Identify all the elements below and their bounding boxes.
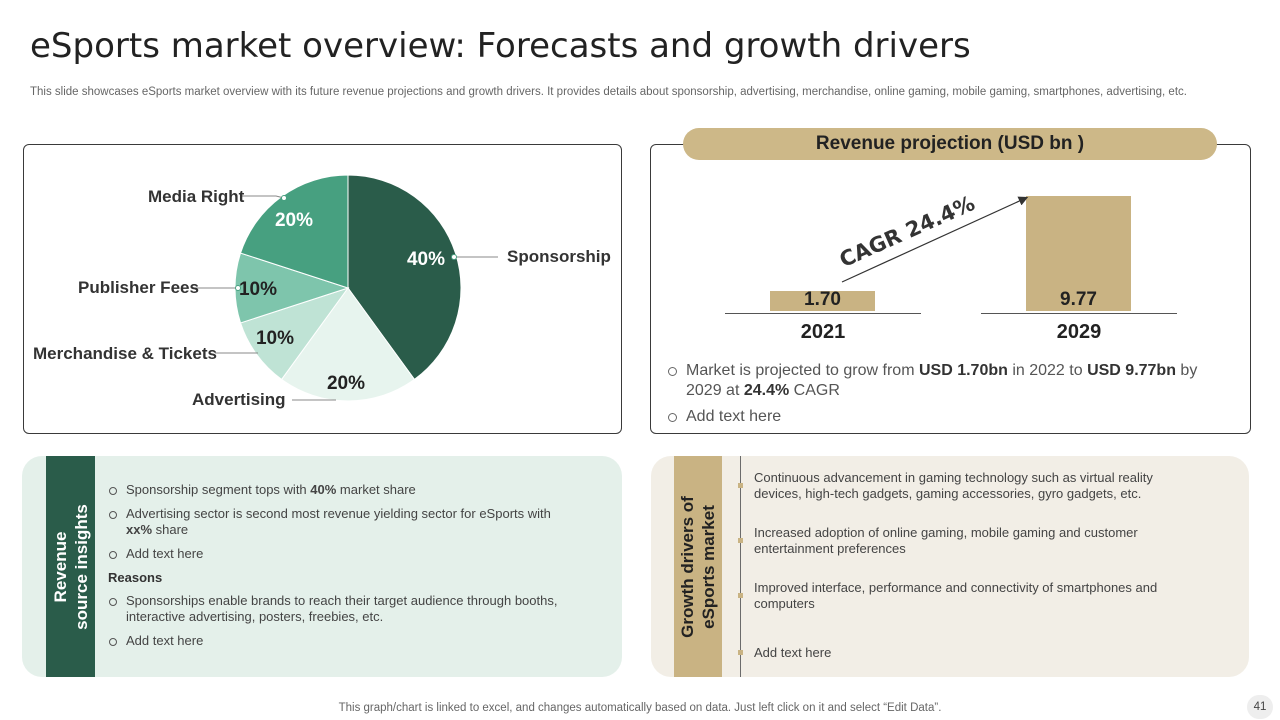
leader-dot-media	[281, 195, 287, 201]
revenue-source-insights-panel: Revenue source insights Sponsorship segme…	[22, 456, 622, 677]
baseline-2021	[725, 313, 921, 314]
insight-item-sponsorship: Sponsorship segment tops with 40% market…	[108, 482, 578, 498]
pie-label-publisher: Publisher Fees	[78, 278, 199, 297]
pie-pct-publisher: 10%	[239, 279, 277, 300]
insights-list: Sponsorship segment tops with 40% market…	[108, 482, 578, 657]
driver-item-online-gaming: Increased adoption of online gaming, mob…	[754, 525, 1138, 556]
driver-item-add-text: Add text here	[754, 645, 832, 660]
bar-value-2029: 9.77	[1060, 289, 1097, 310]
bar-2021[interactable]	[770, 291, 875, 311]
driver-item-smartphones: Improved interface, performance and conn…	[754, 580, 1158, 611]
insights-heading-bar: Revenue source insights	[46, 456, 95, 677]
pie-label-merchandise: Merchandise & Tickets	[33, 344, 217, 363]
revenue-projection-panel	[650, 144, 1251, 434]
bar-value-2021: 1.70	[804, 289, 841, 310]
year-label-2021: 2021	[800, 321, 846, 343]
footer-note: This graph/chart is linked to excel, and…	[338, 702, 942, 714]
growth-drivers-panel: Growth drivers of eSports market Continuo…	[651, 456, 1249, 677]
driver-marker	[738, 483, 743, 488]
leader-dot-sponsorship	[451, 254, 457, 260]
drivers-timeline-line	[740, 456, 741, 677]
leader-dot-publisher	[235, 285, 241, 291]
baseline-2029	[981, 313, 1177, 314]
page-number: 41	[1247, 695, 1273, 719]
pie-pct-merchandise: 10%	[256, 328, 294, 349]
insight-item-add-text: Add text here	[108, 546, 578, 562]
revenue-bullets: Market is projected to grow from USD 1.7…	[668, 361, 1228, 433]
pie-slice-merchandise-tickets[interactable]	[239, 287, 350, 381]
page-subtitle: This slide showcases eSports market over…	[30, 86, 1187, 98]
pie-pct-advertising: 20%	[327, 373, 365, 394]
reasons-label: Reasons	[108, 570, 163, 585]
pie-label-media-right: Media Right	[148, 187, 245, 206]
driver-marker	[738, 650, 743, 655]
page-title: eSports market overview: Forecasts and g…	[30, 26, 971, 66]
reason-item-add-text: Add text here	[108, 633, 578, 649]
pie-pct-media-right: 20%	[275, 210, 313, 231]
drivers-heading: Growth drivers of eSports market	[678, 495, 718, 638]
revenue-bullet-growth: Market is projected to grow from USD 1.7…	[668, 361, 1228, 401]
revenue-bullet-add-text: Add text here	[668, 407, 1228, 427]
pie-slice-advertising[interactable]	[280, 287, 416, 402]
leader-line-media	[240, 195, 285, 199]
driver-marker	[738, 538, 743, 543]
reason-item-sponsorships: Sponsorships enable brands to reach thei…	[108, 593, 578, 625]
insights-heading: Revenue source insights	[50, 503, 91, 630]
driver-marker	[738, 593, 743, 598]
drivers-heading-bar: Growth drivers of eSports market	[674, 456, 722, 677]
pie-label-sponsorship: Sponsorship	[507, 247, 611, 266]
pie-label-advertising: Advertising	[192, 390, 286, 409]
driver-item-gaming-tech: Continuous advancement in gaming technol…	[754, 470, 1153, 501]
pie-slice-sponsorship[interactable]	[347, 174, 462, 381]
revenue-projection-title: Revenue projection (USD bn )	[683, 128, 1217, 160]
year-label-2029: 2029	[1056, 321, 1102, 343]
pie-pct-sponsorship: 40%	[407, 249, 445, 270]
insight-item-advertising: Advertising sector is second most revenu…	[108, 506, 578, 538]
bar-2029[interactable]	[1026, 196, 1131, 311]
